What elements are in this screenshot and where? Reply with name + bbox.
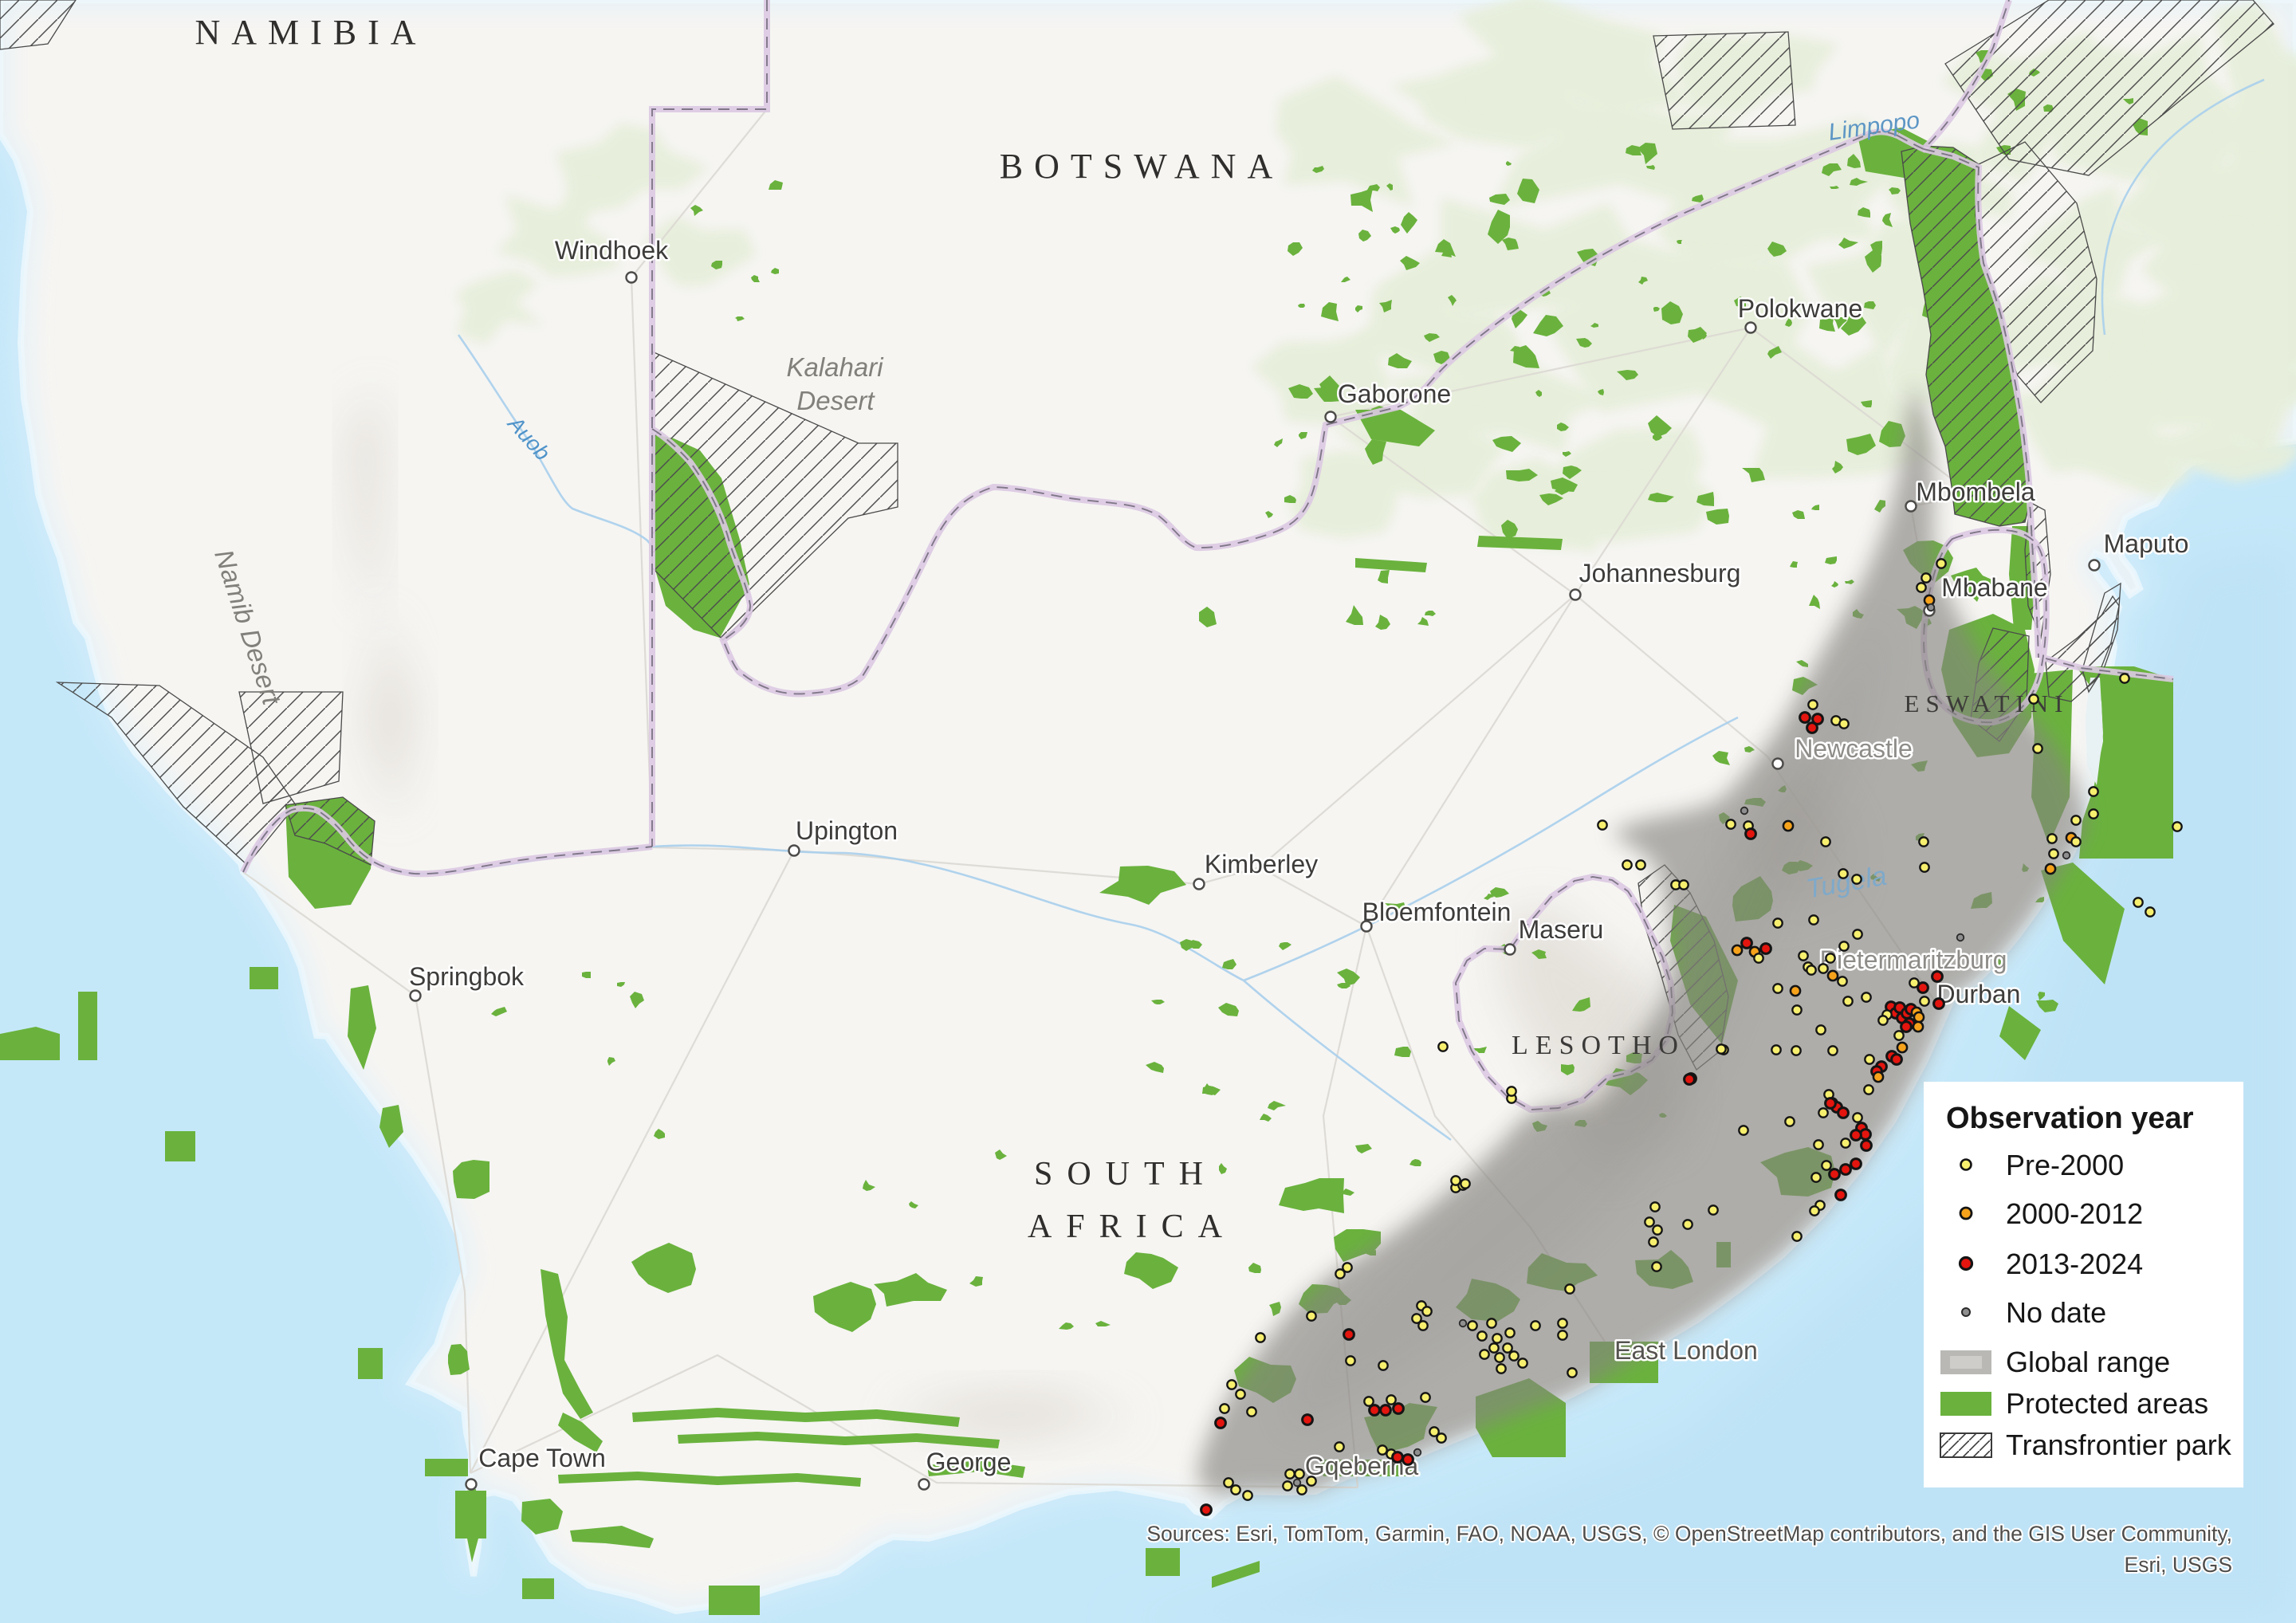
svg-text:Newcastle: Newcastle bbox=[1795, 734, 1913, 763]
svg-text:Global range: Global range bbox=[2006, 1346, 2170, 1378]
svg-text:Desert: Desert bbox=[796, 386, 875, 415]
svg-text:Maputo: Maputo bbox=[2104, 529, 2189, 558]
svg-text:Kimberley: Kimberley bbox=[1205, 850, 1318, 878]
svg-text:Upington: Upington bbox=[796, 816, 898, 845]
svg-text:Windhoek: Windhoek bbox=[555, 236, 669, 265]
svg-text:Mbabane: Mbabane bbox=[1941, 573, 2047, 602]
svg-text:NAMIBIA: NAMIBIA bbox=[195, 13, 427, 52]
svg-text:Pre-2000: Pre-2000 bbox=[2006, 1149, 2124, 1181]
svg-text:Cape Town: Cape Town bbox=[478, 1444, 606, 1472]
svg-text:No date: No date bbox=[2006, 1296, 2106, 1329]
svg-text:Bloemfontein: Bloemfontein bbox=[1362, 898, 1512, 926]
svg-text:BOTSWANA: BOTSWANA bbox=[1000, 147, 1284, 186]
svg-text:SOUTH: SOUTH bbox=[1034, 1156, 1217, 1193]
svg-text:Observation year: Observation year bbox=[1946, 1102, 2194, 1135]
svg-text:Mbombela: Mbombela bbox=[1916, 477, 2035, 506]
svg-text:Johannesburg: Johannesburg bbox=[1579, 559, 1741, 588]
svg-text:AFRICA: AFRICA bbox=[1028, 1208, 1236, 1245]
svg-text:East London: East London bbox=[1614, 1336, 1758, 1365]
svg-text:Sources: Esri, TomTom, Garmin,: Sources: Esri, TomTom, Garmin, FAO, NOAA… bbox=[1146, 1522, 2232, 1546]
svg-text:Polokwane: Polokwane bbox=[1738, 294, 1863, 323]
svg-text:Springbok: Springbok bbox=[409, 962, 525, 991]
svg-text:LESOTHO: LESOTHO bbox=[1512, 1031, 1685, 1060]
svg-text:Protected areas: Protected areas bbox=[2006, 1387, 2208, 1420]
svg-text:Kalahari: Kalahari bbox=[786, 352, 884, 382]
svg-text:ESWATINI: ESWATINI bbox=[1905, 690, 2070, 717]
svg-text:George: George bbox=[926, 1448, 1012, 1476]
svg-text:Durban: Durban bbox=[1937, 980, 2021, 1008]
svg-text:Pietermaritzburg: Pietermaritzburg bbox=[1820, 945, 2007, 974]
svg-text:Gaborone: Gaborone bbox=[1338, 379, 1451, 408]
svg-text:Transfrontier park: Transfrontier park bbox=[2006, 1428, 2232, 1461]
svg-text:Maseru: Maseru bbox=[1519, 915, 1604, 944]
svg-text:2013-2024: 2013-2024 bbox=[2006, 1248, 2143, 1280]
svg-text:Esri, USGS: Esri, USGS bbox=[2125, 1553, 2232, 1577]
svg-text:2000-2012: 2000-2012 bbox=[2006, 1197, 2143, 1230]
